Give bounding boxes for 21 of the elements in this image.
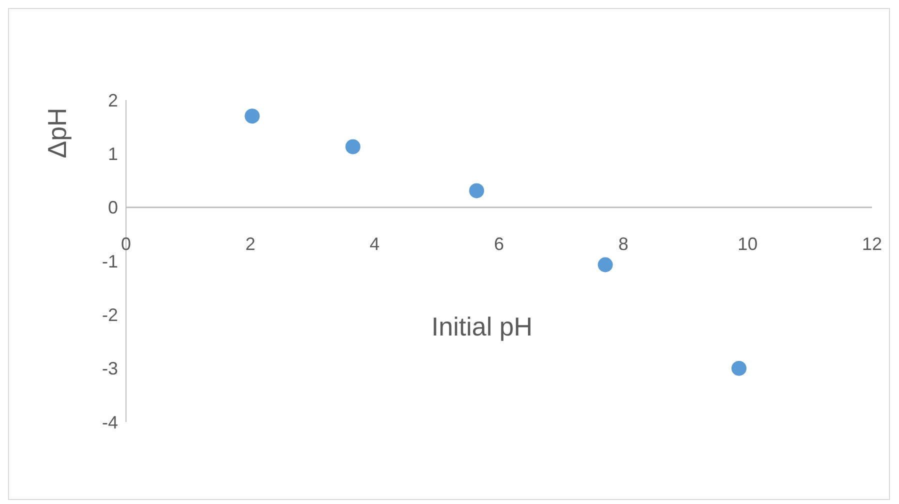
point xyxy=(469,183,484,198)
x-tick-label: 10 xyxy=(738,234,758,254)
y-axis-title: ΔpH xyxy=(42,108,72,158)
point xyxy=(345,139,360,154)
point xyxy=(731,360,746,376)
y-tick-label: 1 xyxy=(108,144,118,164)
x-tick-label: 2 xyxy=(245,234,256,254)
x-tick-label: 12 xyxy=(862,234,882,254)
x-tick-label: 6 xyxy=(494,234,504,254)
x-tick-label: 4 xyxy=(370,234,380,254)
x-tick-label: 0 xyxy=(120,234,132,254)
point xyxy=(244,108,260,124)
x-tick-label: 8 xyxy=(618,234,628,254)
y-tick-label: -3 xyxy=(102,358,118,379)
y-tick-label: -2 xyxy=(102,305,118,326)
y-tick-label: 2 xyxy=(108,90,118,110)
y-tick-label: -1 xyxy=(102,251,118,272)
point xyxy=(598,257,613,272)
y-tick-label: -4 xyxy=(102,412,118,432)
y-tick-label: 0 xyxy=(108,198,118,218)
x-axis-title: Initial pH xyxy=(431,311,533,342)
